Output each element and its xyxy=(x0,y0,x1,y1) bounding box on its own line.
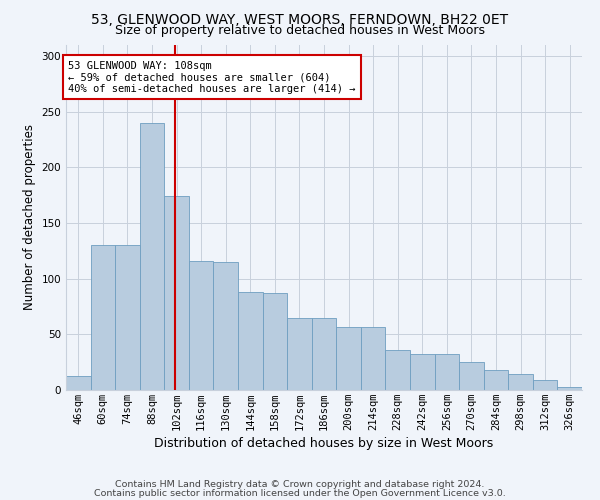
Bar xyxy=(115,246,140,390)
Bar xyxy=(434,354,459,390)
Bar xyxy=(385,350,410,390)
Bar xyxy=(361,326,385,390)
Bar xyxy=(66,376,91,390)
Bar xyxy=(484,370,508,390)
Y-axis label: Number of detached properties: Number of detached properties xyxy=(23,124,36,310)
Bar xyxy=(263,293,287,390)
Bar xyxy=(164,196,189,390)
Text: 53 GLENWOOD WAY: 108sqm
← 59% of detached houses are smaller (604)
40% of semi-d: 53 GLENWOOD WAY: 108sqm ← 59% of detache… xyxy=(68,60,356,94)
Bar xyxy=(312,318,336,390)
Bar xyxy=(459,362,484,390)
Bar xyxy=(238,292,263,390)
Bar xyxy=(189,261,214,390)
Text: Contains HM Land Registry data © Crown copyright and database right 2024.: Contains HM Land Registry data © Crown c… xyxy=(115,480,485,489)
X-axis label: Distribution of detached houses by size in West Moors: Distribution of detached houses by size … xyxy=(154,437,494,450)
Bar xyxy=(336,326,361,390)
Bar xyxy=(508,374,533,390)
Text: Contains public sector information licensed under the Open Government Licence v3: Contains public sector information licen… xyxy=(94,488,506,498)
Bar xyxy=(91,246,115,390)
Text: 53, GLENWOOD WAY, WEST MOORS, FERNDOWN, BH22 0ET: 53, GLENWOOD WAY, WEST MOORS, FERNDOWN, … xyxy=(91,12,509,26)
Bar xyxy=(557,386,582,390)
Bar xyxy=(214,262,238,390)
Bar xyxy=(533,380,557,390)
Text: Size of property relative to detached houses in West Moors: Size of property relative to detached ho… xyxy=(115,24,485,37)
Bar xyxy=(410,354,434,390)
Bar xyxy=(287,318,312,390)
Bar xyxy=(140,123,164,390)
